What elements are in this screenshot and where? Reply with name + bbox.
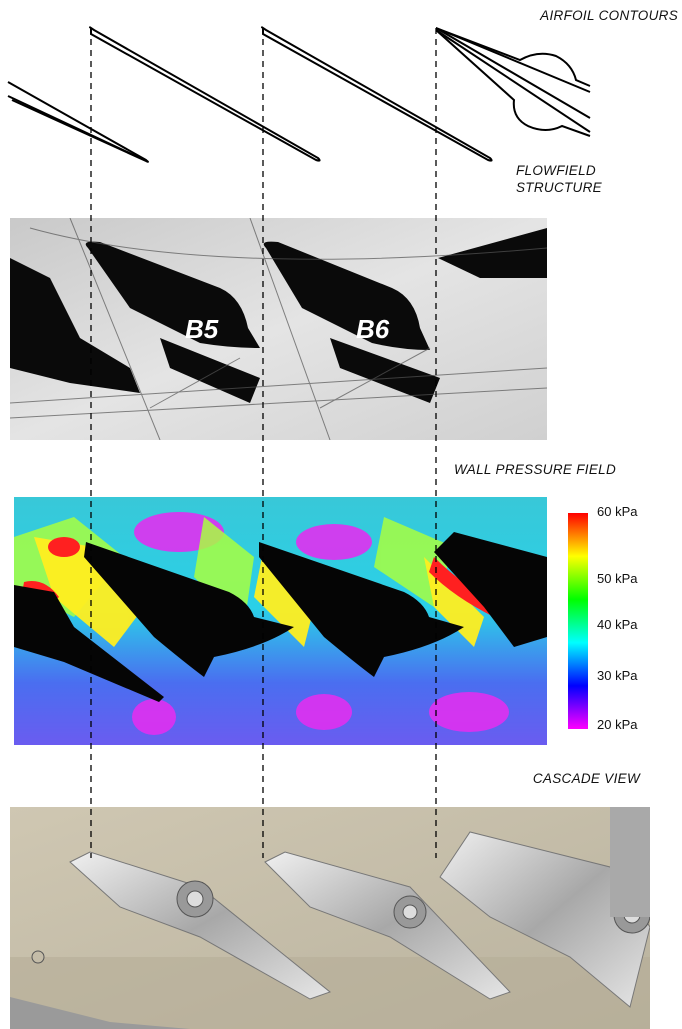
cascade-photo xyxy=(10,807,650,1029)
airfoil-blade-3 xyxy=(435,27,591,87)
colorbar-tick-30: 30 kPa xyxy=(597,668,638,683)
blade-label-b6: B6 xyxy=(356,314,390,344)
label-flowfield-line1: FLOWFIELD xyxy=(516,163,596,178)
label-wall-pressure-field: WALL PRESSURE FIELD xyxy=(453,462,616,477)
blade-label-b5: B5 xyxy=(185,314,219,344)
label-cascade-view: CASCADE VIEW xyxy=(532,771,640,786)
flowfield-image xyxy=(10,218,547,440)
colorbar-tick-40: 40 kPa xyxy=(597,617,638,632)
colorbar-tick-50: 50 kPa xyxy=(597,571,638,586)
airfoil-partial-left xyxy=(7,81,149,163)
label-airfoil-contours: AIRFOIL CONTOURS xyxy=(540,8,678,23)
colorbar-tick-60: 60 kPa xyxy=(597,504,638,519)
airfoil-blade-1 xyxy=(89,26,321,162)
wall-pressure-image xyxy=(14,497,547,745)
airfoil-blade-2 xyxy=(261,26,493,162)
label-flowfield-line2: STRUCTURE xyxy=(516,180,602,195)
pressure-colorbar xyxy=(568,513,588,729)
label-flowfield-structure: FLOWFIELD STRUCTURE xyxy=(516,162,656,196)
colorbar-tick-20: 20 kPa xyxy=(597,717,638,732)
airfoil-contours xyxy=(7,26,591,163)
